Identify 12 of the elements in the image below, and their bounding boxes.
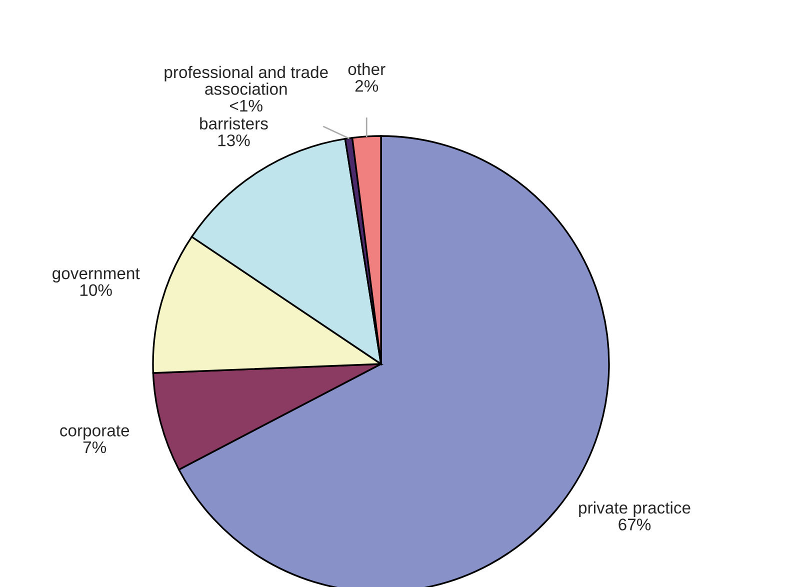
slice-label: private practice [579,501,690,517]
data-label: <1% [230,100,262,112]
data-label: 67% [618,518,651,530]
data-label: 7% [83,441,106,454]
data-label: 10% [80,284,112,296]
slice-label: other [348,62,386,76]
slice-label: corporate [60,426,130,440]
data-label: 13% [218,134,250,146]
data-label: 2% [355,80,378,92]
slice-label: professional and trade association [164,66,328,95]
slice-label: barristers [200,117,268,130]
slice-label: government [52,268,140,283]
